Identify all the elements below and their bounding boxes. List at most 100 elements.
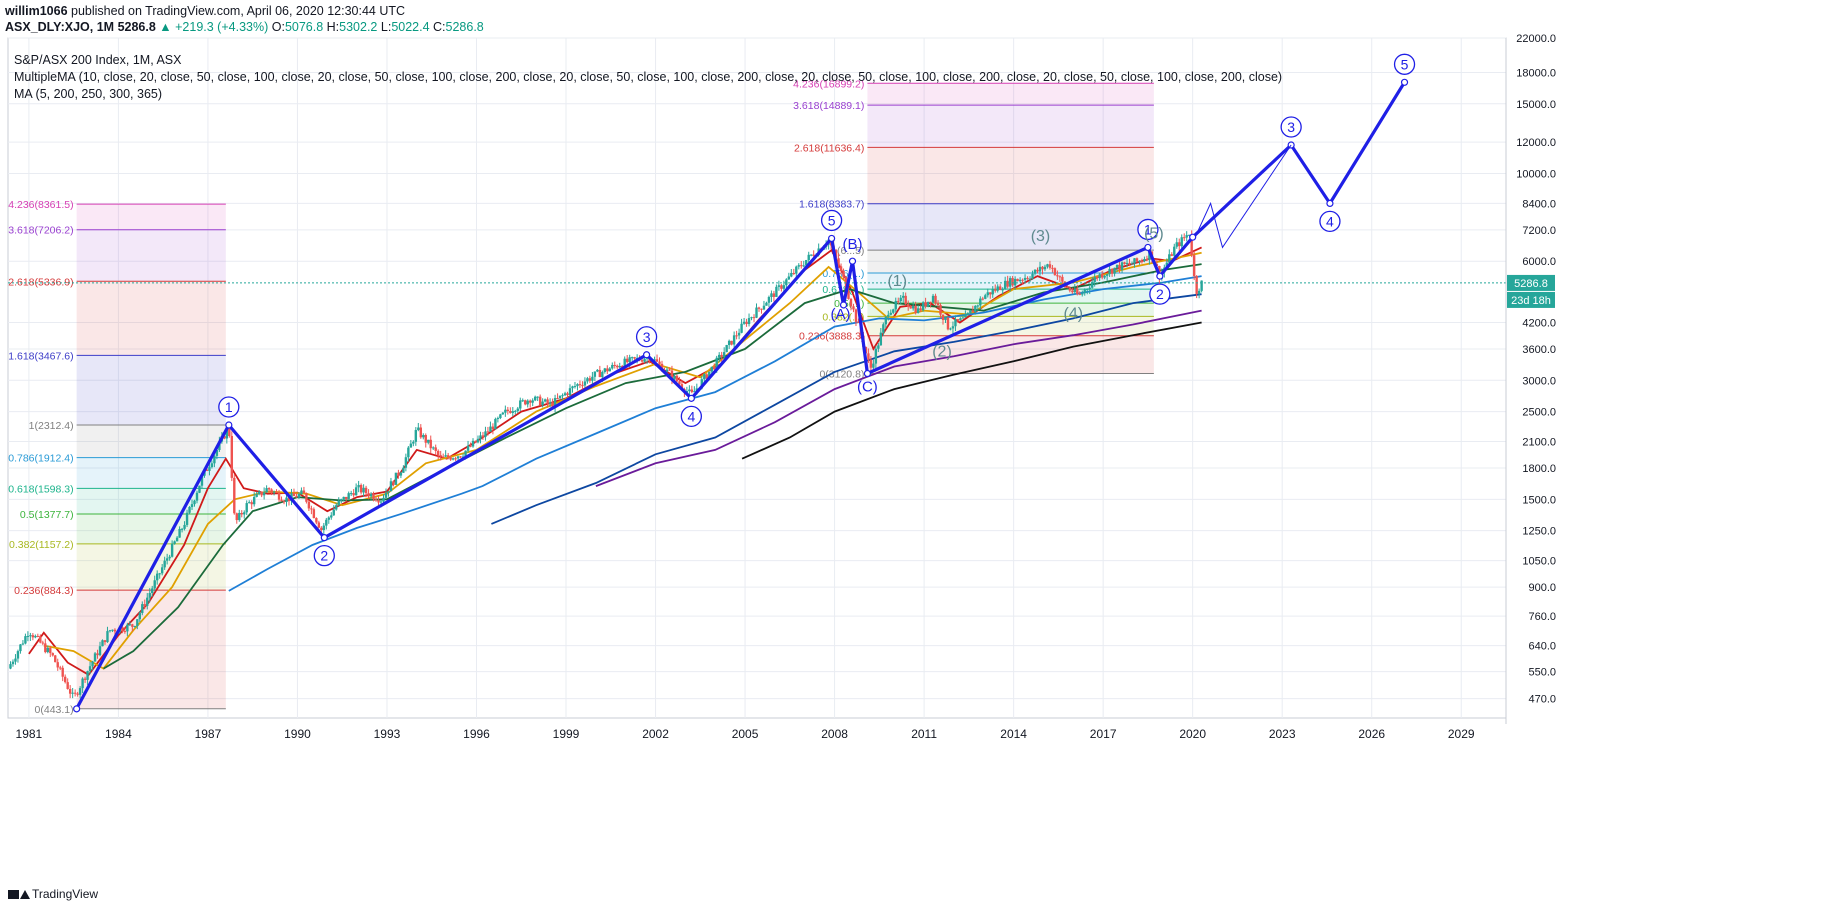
candle-body: [653, 359, 656, 361]
x-tick-label: 2005: [732, 727, 759, 741]
candle-body: [1120, 262, 1124, 270]
x-tick-label: 1990: [284, 727, 311, 741]
candle-body: [668, 369, 671, 371]
candle-body: [596, 369, 599, 372]
candle-body: [34, 635, 37, 638]
moving-average-line: [103, 263, 1202, 670]
candle-body: [215, 449, 219, 456]
candle-body: [374, 499, 378, 501]
candle-body: [399, 472, 403, 476]
candle-body: [183, 524, 186, 529]
candle-body: [310, 508, 313, 510]
candle-body: [961, 317, 965, 319]
candle-body: [121, 627, 124, 632]
candle-body: [449, 457, 452, 460]
fib-zone: [76, 281, 226, 356]
candle-body: [598, 369, 602, 378]
wave-label: 1: [1144, 221, 1152, 237]
candle-body: [673, 375, 676, 380]
candle-body: [469, 445, 472, 447]
y-tick-label: 15000.0: [1516, 99, 1556, 111]
candle-body: [88, 666, 92, 672]
close-value: 5286.8: [445, 20, 484, 34]
fib-level-label: 1.618(8383.7): [799, 199, 864, 211]
candle-body: [362, 487, 365, 493]
publish-line: willim1066 published on TradingView.com,…: [5, 3, 484, 19]
candle-body: [337, 500, 340, 506]
candle-body: [849, 298, 853, 307]
candle-body: [379, 501, 383, 503]
candle-body: [718, 354, 721, 358]
fib-level-label: 0.786(1912.4): [8, 453, 73, 465]
candle-body: [441, 456, 445, 458]
candle-body: [496, 418, 500, 420]
symbol-label: ASX_DLY:XJO, 1M: [5, 20, 115, 34]
candle-body: [926, 301, 930, 307]
candle-body: [1056, 275, 1059, 277]
wave-label-circle: [680, 405, 703, 428]
candle-body: [800, 265, 803, 267]
candle-body: [956, 319, 960, 321]
legend-title[interactable]: S&P/ASX 200 Index, 1M, ASX: [14, 53, 182, 67]
y-tick-label: 1050.0: [1522, 556, 1556, 568]
candle-body: [899, 297, 902, 302]
candle-body: [235, 513, 238, 521]
candle-body: [762, 305, 766, 310]
candle-body: [558, 395, 562, 399]
fib-zone: [76, 204, 226, 230]
fib-level-label: 0.236(884.3): [14, 585, 74, 597]
candle-body: [146, 597, 149, 606]
sub-wave-label: (2): [932, 343, 952, 360]
candle-body: [1183, 237, 1186, 239]
candle-body: [1195, 276, 1198, 294]
candle-body: [839, 266, 843, 271]
fib-zone: [76, 229, 226, 282]
candle-body: [670, 370, 674, 380]
price-badge-label: 5286.8: [1514, 278, 1548, 290]
candle-body: [703, 374, 706, 380]
candle-body: [613, 364, 616, 366]
candle-body: [504, 409, 507, 413]
candle-body: [270, 489, 273, 493]
candle-body: [708, 371, 711, 379]
candle-body: [854, 309, 858, 322]
candle-body: [643, 358, 646, 362]
fib-zone: [867, 250, 1154, 274]
x-tick-label: 1984: [105, 727, 132, 741]
candle-body: [409, 443, 413, 448]
candle-body: [1125, 262, 1129, 264]
fib-zone: [867, 335, 1154, 374]
candle-body: [735, 335, 738, 337]
fib-level-label: 1(2312.4): [29, 420, 74, 432]
wave-pivot: [1144, 243, 1152, 252]
candle-body: [429, 439, 432, 449]
y-tick-label: 640.0: [1528, 641, 1556, 653]
candle-body: [354, 487, 358, 496]
candle-body: [240, 512, 243, 515]
candle-body: [524, 400, 527, 405]
fib-level-label: 2.618(11636.4): [794, 142, 864, 154]
candle-body: [889, 312, 892, 315]
candle-body: [262, 492, 266, 496]
candle-body: [347, 493, 350, 499]
candle-body: [966, 313, 970, 315]
candle-body: [583, 381, 587, 386]
fib-level-label: 4.236(16899.2): [793, 78, 864, 90]
candle-body: [302, 490, 306, 494]
tradingview-footer[interactable]: TradingView: [8, 887, 98, 901]
candle-body: [83, 678, 87, 680]
author-name[interactable]: willim1066: [5, 4, 68, 18]
timer-badge-label: 23d 18h: [1511, 295, 1551, 307]
candle-body: [690, 389, 694, 392]
candle-body: [921, 302, 925, 311]
candle-body: [165, 558, 169, 561]
candle-body: [611, 364, 614, 369]
candle-body: [521, 400, 524, 402]
wave-label-circle: [820, 209, 843, 232]
candle-body: [541, 401, 544, 406]
candle-body: [73, 692, 77, 694]
legend-ma[interactable]: MA (5, 200, 250, 300, 365): [14, 87, 163, 101]
legend-multiple-ma[interactable]: MultipleMA (10, close, 20, close, 50, cl…: [14, 70, 1283, 84]
y-tick-label: 1500.0: [1522, 494, 1556, 506]
